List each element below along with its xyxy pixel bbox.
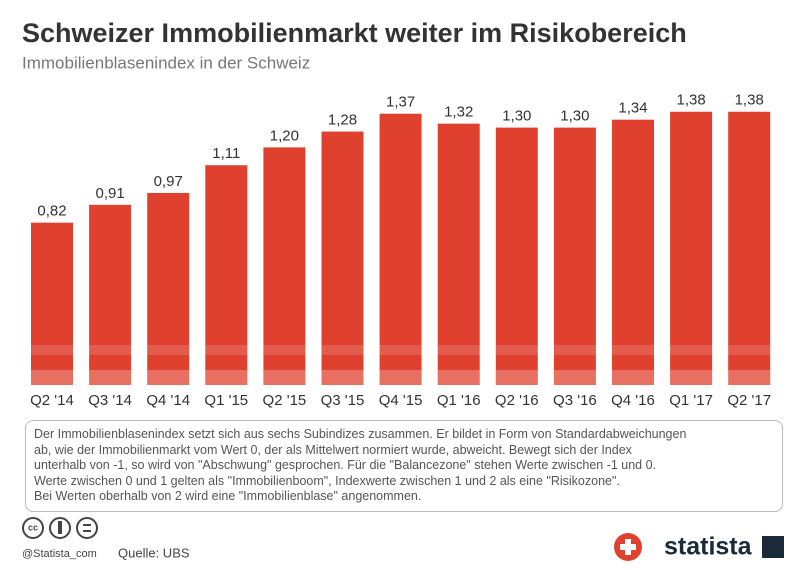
brand: statista bbox=[664, 533, 753, 561]
bar bbox=[612, 119, 654, 386]
bar-decoration bbox=[437, 345, 480, 355]
cc-icon: cc bbox=[28, 522, 38, 532]
bar bbox=[321, 131, 364, 385]
note-line: ab, wie der Immobilienmarkt vom Wert 0, … bbox=[34, 442, 632, 457]
note-line: Werte zwischen 0 und 1 gelten als "Immob… bbox=[34, 473, 620, 488]
chart-subtitle: Immobilienblasenindex in der Schweiz bbox=[22, 53, 310, 72]
icon-person bbox=[58, 521, 62, 534]
value-label: 1,34 bbox=[618, 100, 647, 117]
value-label: 0,97 bbox=[154, 173, 183, 190]
bar bbox=[495, 127, 538, 385]
handle: @Statista_com bbox=[22, 548, 97, 560]
bar bbox=[263, 147, 306, 385]
bar-decoration bbox=[728, 370, 771, 385]
bar-decoration bbox=[321, 370, 364, 385]
value-label: 0,82 bbox=[37, 203, 66, 220]
bar-decoration bbox=[321, 345, 364, 355]
brand-icon bbox=[762, 536, 784, 558]
bar bbox=[205, 165, 248, 385]
chart: Schweizer Immobilienmarkt weiter im Risi… bbox=[22, 18, 771, 409]
value-label: 1,30 bbox=[502, 108, 531, 125]
x-tick-label: Q2 '16 bbox=[495, 392, 539, 409]
x-tick-label: Q2 '15 bbox=[263, 392, 307, 409]
x-tick-label: Q4 '15 bbox=[379, 392, 423, 409]
x-tick-label: Q1 '17 bbox=[669, 392, 713, 409]
bar-decoration bbox=[147, 370, 190, 385]
bar bbox=[89, 204, 132, 385]
bar bbox=[437, 123, 480, 385]
bar-decoration bbox=[728, 345, 771, 355]
bar-decoration bbox=[31, 370, 73, 385]
bar bbox=[553, 127, 596, 385]
bar-decoration bbox=[437, 370, 480, 385]
x-tick-label: Q3 '15 bbox=[321, 392, 365, 409]
x-tick-label: Q3 '14 bbox=[88, 392, 132, 409]
bar-decoration bbox=[89, 370, 132, 385]
value-label: 1,38 bbox=[676, 92, 705, 109]
bar-decoration bbox=[553, 370, 596, 385]
value-label: 1,28 bbox=[328, 112, 357, 129]
note-line: unterhalb von -1, so wird von "Abschwung… bbox=[34, 458, 657, 472]
value-label: 1,37 bbox=[386, 94, 415, 111]
bar-decoration bbox=[205, 345, 248, 355]
bar-decoration bbox=[495, 370, 538, 385]
bar bbox=[670, 111, 713, 385]
value-label: 1,20 bbox=[270, 127, 299, 144]
bar bbox=[728, 111, 771, 385]
bar-decoration bbox=[495, 345, 538, 355]
bar-decoration bbox=[31, 345, 73, 355]
footnote: Der Immobilienblasenindex setzt sich aus… bbox=[25, 420, 783, 512]
bar bbox=[31, 222, 73, 385]
bar-decoration bbox=[89, 345, 132, 355]
value-label: 1,32 bbox=[444, 104, 473, 121]
value-label: 0,91 bbox=[95, 185, 124, 202]
bar-decoration bbox=[670, 370, 713, 385]
bar-decoration bbox=[147, 345, 190, 355]
value-label: 1,38 bbox=[735, 92, 764, 109]
chart-title: Schweizer Immobilienmarkt weiter im Risi… bbox=[22, 18, 687, 48]
bar-decoration bbox=[612, 345, 654, 355]
note-line: Bei Werten oberhalb von 2 wird eine "Imm… bbox=[34, 489, 422, 503]
bar-decoration bbox=[205, 370, 248, 385]
flag-cross bbox=[620, 544, 636, 550]
x-tick-label: Q1 '15 bbox=[204, 392, 248, 409]
bar-decoration bbox=[670, 345, 713, 355]
bar-decoration bbox=[379, 345, 422, 355]
bar bbox=[147, 192, 190, 385]
bar-decoration bbox=[379, 370, 422, 385]
value-label: 1,11 bbox=[212, 145, 240, 162]
x-tick-label: Q3 '16 bbox=[553, 392, 597, 409]
source: Quelle: UBS bbox=[118, 545, 190, 560]
license-icons bbox=[22, 517, 98, 539]
x-tick-label: Q2 '14 bbox=[30, 392, 74, 409]
note-line: Der Immobilienblasenindex setzt sich aus… bbox=[34, 427, 687, 441]
bar-decoration bbox=[612, 370, 654, 385]
x-tick-label: Q2 '17 bbox=[727, 392, 771, 409]
x-tick-label: Q4 '14 bbox=[146, 392, 190, 409]
footer: cc @Statista_com Quelle: UBS statista bbox=[22, 517, 784, 561]
bar-decoration bbox=[263, 345, 306, 355]
x-tick-label: Q4 '16 bbox=[611, 392, 655, 409]
x-tick-label: Q1 '16 bbox=[437, 392, 481, 409]
bar-decoration bbox=[263, 370, 306, 385]
bar-decoration bbox=[553, 345, 596, 355]
bar bbox=[379, 113, 422, 386]
value-label: 1,30 bbox=[560, 108, 589, 125]
